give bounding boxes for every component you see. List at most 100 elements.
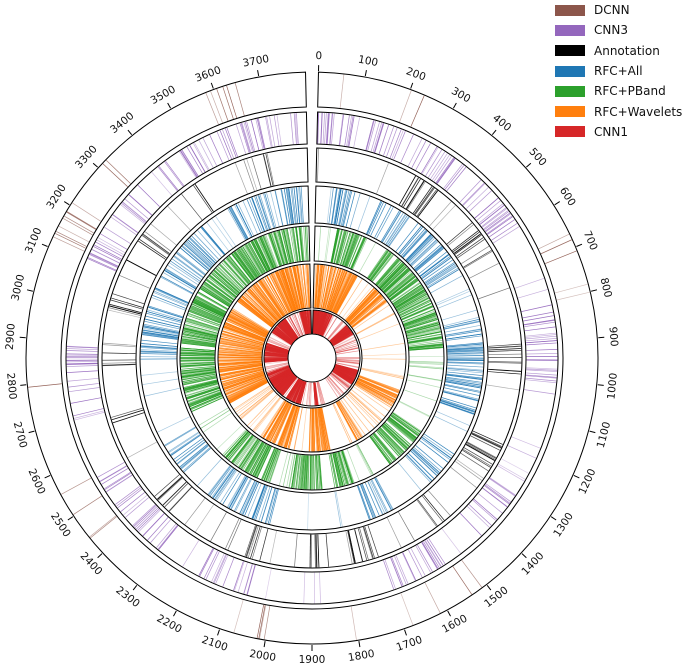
- rfc-wavelets-mark: [272, 403, 292, 444]
- rfc-pband-mark: [250, 444, 267, 475]
- ring-border-cnn1: [263, 309, 361, 407]
- rfc-pband-mark: [181, 369, 216, 374]
- cnn1-mark: [333, 334, 354, 347]
- cnn3-mark: [212, 554, 226, 583]
- cnn3-mark: [487, 216, 513, 235]
- cnn1-mark: [333, 334, 354, 347]
- rfc-pband-mark: [181, 366, 215, 370]
- rfc-all-mark: [165, 268, 197, 289]
- cnn3-mark: [91, 249, 120, 264]
- rfc-pband-mark: [300, 455, 304, 489]
- rfc-all-mark: [413, 244, 441, 269]
- cnn3-mark: [526, 353, 558, 355]
- rfc-all-mark: [151, 297, 186, 311]
- cnn1-mark: [336, 350, 359, 355]
- dcnn-mark: [556, 291, 590, 301]
- rfc-all-mark: [421, 436, 452, 459]
- rfc-wavelets-mark: [222, 331, 264, 344]
- rfc-pband-mark: [260, 237, 274, 269]
- rfc-all-mark: [411, 449, 439, 474]
- annotation-mark: [412, 186, 433, 214]
- cnn3-mark: [526, 340, 557, 344]
- rfc-wavelets-mark: [314, 408, 318, 452]
- cnn3-mark: [522, 311, 554, 319]
- rfc-pband-mark: [292, 454, 299, 489]
- cnn1-mark: [330, 326, 349, 343]
- rfc-wavelets-mark: [355, 383, 393, 406]
- rfc-all-mark: [441, 397, 477, 409]
- rfc-wavelets-mark: [330, 271, 348, 312]
- cnn3-mark: [374, 123, 385, 153]
- dcnn-mark: [216, 88, 229, 121]
- rfc-all-mark: [157, 416, 190, 433]
- rfc-wavelets-mark: [329, 270, 346, 311]
- cnn1-mark: [298, 312, 306, 335]
- rfc-pband-mark: [185, 320, 219, 332]
- cnn3-mark: [100, 233, 128, 250]
- tick-mark: [26, 289, 33, 292]
- cnn3-mark: [493, 226, 520, 244]
- cnn3-mark: [386, 127, 398, 157]
- rfc-pband-mark: [181, 368, 216, 373]
- cnn1-mark: [289, 316, 301, 337]
- rfc-pband-mark: [180, 361, 215, 364]
- rfc-pband-mark: [407, 331, 441, 339]
- rfc-pband-mark: [384, 423, 410, 447]
- tick-label: 3500: [149, 83, 178, 107]
- rfc-pband-mark: [305, 226, 308, 261]
- rfc-all-mark: [239, 480, 256, 514]
- rfc-pband-mark: [382, 425, 408, 450]
- cnn3-mark: [344, 115, 350, 146]
- rfc-pband-mark: [344, 234, 357, 267]
- cnn1-mark: [335, 365, 357, 375]
- rfc-wavelets-mark: [257, 281, 284, 317]
- rfc-all-mark: [387, 215, 408, 246]
- rfc-pband-mark: [180, 359, 215, 361]
- rfc-all-mark: [426, 265, 457, 286]
- cnn3-mark: [234, 561, 245, 591]
- rfc-all-mark: [170, 434, 201, 456]
- rfc-wavelets-mark: [255, 283, 282, 318]
- rfc-all-mark: [185, 241, 213, 267]
- rfc-pband-mark: [181, 340, 216, 346]
- rfc-pband-mark: [407, 329, 441, 338]
- rfc-wavelets-mark: [240, 390, 274, 419]
- rfc-all-mark: [244, 482, 260, 516]
- rfc-pband-mark: [386, 272, 413, 295]
- rfc-wavelets-mark: [296, 265, 304, 309]
- cnn3-mark: [138, 509, 161, 532]
- rfc-all-mark: [408, 238, 435, 264]
- rfc-pband-mark: [330, 453, 338, 487]
- rfc-pband-mark: [376, 259, 400, 286]
- cnn1-mark: [264, 358, 288, 361]
- rfc-pband-mark: [268, 233, 280, 267]
- rfc-pband-mark: [340, 451, 351, 484]
- rfc-wavelets-mark: [279, 405, 295, 446]
- tick-label: 300: [449, 85, 472, 105]
- cnn1-mark: [334, 367, 356, 377]
- dcnn-mark: [53, 236, 85, 252]
- cnn3-mark: [484, 485, 510, 505]
- rfc-pband-mark: [181, 369, 216, 375]
- rfc-pband-mark: [400, 303, 432, 318]
- rfc-wavelets-mark: [354, 384, 392, 408]
- cnn3-mark: [478, 203, 504, 224]
- rfc-pband-mark: [409, 360, 444, 363]
- rfc-all-mark: [405, 455, 431, 483]
- legend-swatch: [555, 65, 585, 77]
- rfc-wavelets-mark: [219, 347, 262, 353]
- rfc-wavelets-mark: [225, 377, 266, 396]
- rfc-all-mark: [445, 328, 481, 336]
- cnn3-mark: [491, 223, 518, 241]
- rfc-pband-mark: [234, 251, 255, 280]
- legend-label: Annotation: [594, 43, 660, 58]
- rfc-all-mark: [141, 339, 178, 345]
- rfc-pband-mark: [181, 340, 216, 346]
- cnn1-mark: [315, 311, 320, 334]
- rfc-wavelets-mark: [227, 379, 267, 399]
- tick-label: 900: [607, 326, 620, 347]
- rfc-wavelets-mark: [356, 382, 395, 404]
- rfc-all-mark: [427, 267, 459, 288]
- rfc-all-mark: [142, 333, 178, 340]
- rfc-pband-mark: [225, 258, 249, 285]
